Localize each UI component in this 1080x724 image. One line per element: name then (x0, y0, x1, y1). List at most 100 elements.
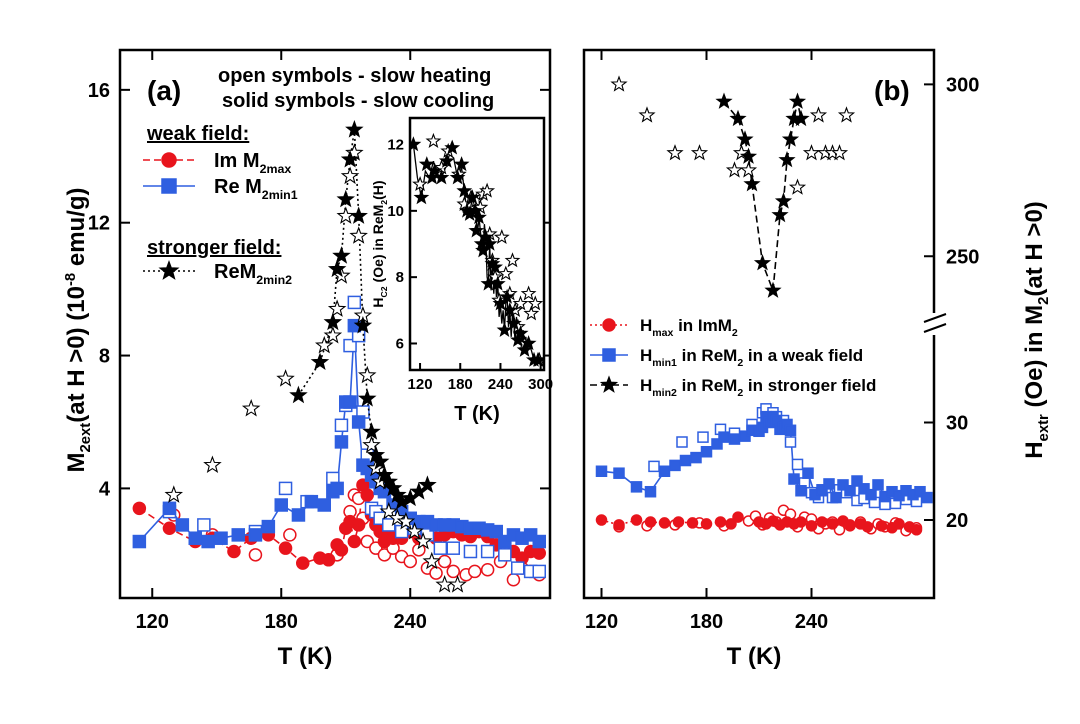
inset-solid-point-21 (481, 235, 498, 251)
b-series-2-open-point-2 (666, 144, 684, 161)
series-2-open-point-22 (422, 551, 442, 570)
b-series-1-solid-point-24 (788, 473, 800, 485)
legend-header-stronger: stronger field: (147, 237, 281, 259)
series-0-open-point-2 (248, 548, 263, 562)
series-2-solid-point-13 (370, 452, 390, 470)
inset-solid-point-6 (438, 152, 455, 168)
b-series-0-solid-point-9 (725, 518, 737, 530)
series-1-solid-point-5 (214, 531, 228, 545)
series-2-solid-point-1 (310, 352, 330, 370)
b-x-tick-label-240: 240 (795, 611, 828, 633)
series-1-solid-point-19 (351, 415, 366, 429)
inset-y-tick-label-12: 12 (387, 137, 404, 154)
b-series-0-solid-point-20 (826, 518, 839, 530)
b-series-0-solid-point-17 (795, 516, 807, 528)
series-1-solid-point-12 (317, 498, 331, 512)
b-legend-marker-2 (599, 375, 619, 393)
series-0-solid-point-12 (334, 543, 349, 557)
b-legend-marker-1 (602, 348, 616, 362)
b-series-2-open-point-6 (739, 161, 758, 178)
legend-text-2-part: ReM (214, 261, 256, 283)
inset-open-point-18 (504, 252, 521, 268)
b-series-0-solid-point-3 (644, 516, 657, 528)
inset-background (410, 118, 544, 370)
legend-text-1-part: 2min1 (262, 188, 298, 202)
b-series-1-solid-point-36 (872, 479, 884, 491)
legend-text-0-part: 2max (260, 162, 292, 176)
axis-break-mark (922, 313, 948, 335)
b-series-2-open-point-8 (802, 144, 821, 161)
legend-text-2: ReM2min2 (214, 261, 292, 287)
b-series-2-open-point-9 (809, 106, 828, 123)
inset-solid-point-31 (512, 325, 529, 341)
series-2-open-point-4 (314, 335, 334, 354)
inset-xlabel: T (K) (454, 403, 500, 425)
b-series-0-solid-point-8 (714, 516, 727, 528)
inset-solid-point-23 (487, 258, 503, 274)
series-1-open-point-9 (347, 295, 362, 310)
inset-open-point-21 (512, 295, 529, 311)
series-0-solid-point-0 (132, 501, 147, 516)
b-legend-text-1-part: H (640, 346, 652, 365)
series-2-open-point-11 (349, 226, 368, 244)
b-series-1-solid-point-2 (630, 481, 643, 493)
inset-solid-point-27 (499, 288, 516, 304)
panel-b-ylabel: Hextr (Oe) in M2(at H >0) (1021, 201, 1052, 459)
panel-a: 120 180 240 4 8 12 16 (a) open symbols - slow … (63, 48, 553, 670)
panel-b-series (595, 75, 933, 537)
b-series-1-open-point-11 (784, 436, 797, 448)
panel-b-plot (595, 75, 933, 537)
series-2-open-point-17 (379, 501, 399, 520)
b-series-2-solid-point-10 (781, 130, 800, 147)
b-series-1-solid-point-0 (595, 465, 608, 477)
inset-solid-point-14 (467, 202, 483, 218)
b-series-1-solid-point-25 (795, 485, 807, 497)
series-1-solid-point-0 (132, 534, 147, 549)
b-legend-text-2-part: in ReM (677, 376, 737, 395)
series-2-solid-point-16 (383, 478, 403, 497)
b-series-0-solid-point-10 (732, 511, 744, 523)
series-2-open-point-21 (413, 531, 433, 550)
series-1-solid-point-14 (330, 481, 344, 496)
series-2-open-point-13 (357, 365, 377, 384)
inset-solid-point-16 (471, 209, 487, 225)
series-2-solid-point-4 (332, 246, 351, 264)
inset-series (410, 132, 544, 367)
series-1-solid-point-10 (291, 508, 306, 522)
inset-y-tick-label-6: 6 (396, 335, 404, 352)
legend-marker-1 (161, 178, 177, 194)
series-1-open-point-25 (511, 561, 525, 575)
inset-open-point-24 (523, 305, 540, 321)
inset-ylabel: HC2 (Oe) in ReM2(H) (370, 180, 389, 307)
inset-x-tick-label-300: 300 (528, 376, 553, 393)
b-series-1-solid-point-43 (921, 491, 933, 504)
series-0-solid-point-7 (278, 541, 293, 555)
inset-solid-point-24 (489, 275, 506, 291)
b-y-tick-label-300: 300 (946, 74, 979, 96)
series-1-solid-point-8 (261, 519, 276, 534)
inset-x-tick-label-180: 180 (448, 376, 473, 393)
series-1-solid-point-3 (188, 531, 202, 545)
b-legend-text-0-part: H (640, 316, 652, 335)
series-0-solid-point-42 (532, 546, 546, 560)
b-series-1-solid-point-4 (658, 465, 671, 477)
b-series-0-solid-point-24 (861, 521, 874, 533)
series-1-open-point-3 (278, 481, 293, 496)
legend-text-0-part: Im M (214, 150, 260, 172)
series-2-solid-point-12 (366, 445, 386, 463)
b-series-1-solid-point-23 (784, 424, 797, 437)
series-2-open-point-2 (241, 399, 261, 417)
inset-solid-point-10 (456, 182, 473, 198)
series-2-solid-point-6 (340, 149, 360, 168)
b-legend-text-0-part: 2 (732, 327, 738, 339)
b-series-0-solid-point-2 (630, 514, 643, 526)
inset-frame (408, 116, 546, 372)
b-series-1-solid-point-3 (644, 485, 657, 498)
b-x-tick-label-120: 120 (585, 611, 618, 633)
b-legend-text-2-part: min2 (652, 387, 677, 399)
inset-open-point-0 (412, 176, 429, 192)
b-legend-text-2: Hmin2 in ReM2 in stronger field (640, 376, 876, 399)
inset-solid-point-28 (501, 302, 518, 318)
b-series-0-solid-point-25 (875, 520, 888, 532)
